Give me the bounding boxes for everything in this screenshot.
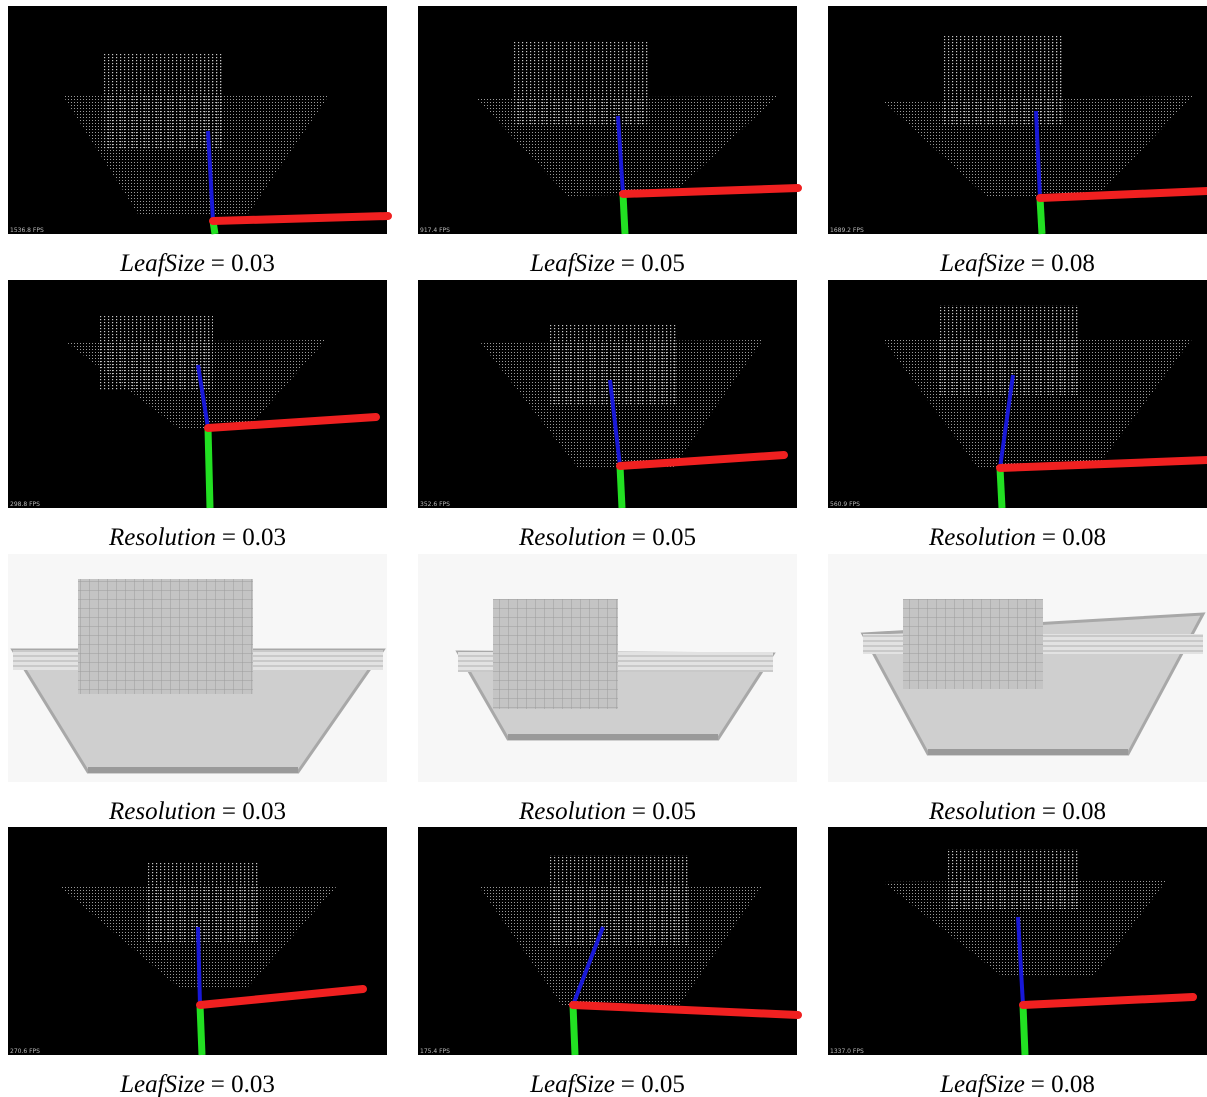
caption: LeafSize= 0.03 bbox=[119, 250, 275, 277]
figure-panel: 917.4 FPS LeafSize= 0.05 bbox=[418, 6, 798, 277]
caption-value: = 0.03 bbox=[222, 524, 286, 551]
caption: Resolution= 0.08 bbox=[928, 798, 1106, 825]
figure-panel: Resolution= 0.05 bbox=[418, 554, 797, 825]
fps-label: 175.4 FPS bbox=[420, 1048, 450, 1055]
figure-panel: 175.4 FPS LeafSize= 0.05 bbox=[418, 827, 798, 1097]
caption-value: = 0.08 bbox=[1031, 250, 1095, 277]
figure-panel: Resolution= 0.03 bbox=[8, 554, 387, 825]
voxel-object bbox=[493, 599, 618, 709]
caption: Resolution= 0.05 bbox=[518, 524, 696, 551]
voxel-floor-edge bbox=[88, 767, 298, 773]
point-cloud-object-side bbox=[1052, 854, 1078, 904]
caption-variable: LeafSize bbox=[939, 1071, 1025, 1097]
page: 1536.8 FPSLeafSize= 0.03917.4 FPSLeafSiz… bbox=[0, 0, 1207, 1097]
fps-label: 1536.8 FPS bbox=[10, 227, 44, 234]
caption-variable: Resolution bbox=[108, 798, 216, 825]
figure-panel: 298.8 FPS Resolution= 0.03 bbox=[8, 280, 387, 551]
fps-label: 1689.2 FPS bbox=[830, 227, 864, 234]
caption: LeafSize= 0.05 bbox=[529, 250, 685, 277]
caption-value: = 0.05 bbox=[632, 798, 696, 825]
figure-panel: 352.6 FPS Resolution= 0.05 bbox=[418, 280, 797, 551]
caption-variable: LeafSize bbox=[529, 250, 615, 277]
point-cloud-object-side bbox=[1039, 41, 1063, 121]
fps-label: 917.4 FPS bbox=[420, 227, 450, 234]
caption-value: = 0.03 bbox=[222, 798, 286, 825]
fps-label: 1337.0 FPS bbox=[830, 1048, 864, 1055]
voxel-object bbox=[903, 599, 1043, 689]
voxel-floor-edge bbox=[928, 749, 1128, 755]
axis-y bbox=[623, 194, 625, 234]
figure: 1536.8 FPSLeafSize= 0.03917.4 FPSLeafSiz… bbox=[0, 0, 1207, 1097]
caption: LeafSize= 0.05 bbox=[529, 1071, 685, 1097]
caption-variable: LeafSize bbox=[119, 1071, 205, 1097]
caption-value: = 0.05 bbox=[621, 1071, 685, 1097]
caption-value: = 0.05 bbox=[621, 250, 685, 277]
caption-value: = 0.03 bbox=[211, 250, 275, 277]
caption: Resolution= 0.05 bbox=[518, 798, 696, 825]
point-cloud-object-side bbox=[660, 860, 688, 940]
caption: LeafSize= 0.08 bbox=[939, 250, 1095, 277]
axis-z bbox=[198, 927, 200, 1005]
fps-label: 560.9 FPS bbox=[830, 501, 860, 508]
axis-y bbox=[620, 466, 622, 508]
caption-value: = 0.08 bbox=[1042, 524, 1106, 551]
caption-value: = 0.08 bbox=[1042, 798, 1106, 825]
axis-y bbox=[208, 428, 210, 508]
caption-variable: Resolution bbox=[518, 798, 626, 825]
fps-label: 298.8 FPS bbox=[10, 501, 40, 508]
axis-y bbox=[1023, 1005, 1025, 1055]
voxel-floor-edge bbox=[508, 734, 718, 740]
caption: LeafSize= 0.08 bbox=[939, 1071, 1095, 1097]
caption: LeafSize= 0.03 bbox=[119, 1071, 275, 1097]
caption-value: = 0.08 bbox=[1031, 1071, 1095, 1097]
caption-variable: LeafSize bbox=[939, 250, 1025, 277]
caption: Resolution= 0.08 bbox=[928, 524, 1106, 551]
axis-y bbox=[1000, 468, 1002, 508]
point-cloud-object-side bbox=[199, 59, 223, 144]
point-cloud-object-side bbox=[236, 867, 258, 937]
figure-panel: 1689.2 FPS LeafSize= 0.08 bbox=[828, 6, 1207, 277]
figure-panel: 560.9 FPS Resolution= 0.08 bbox=[828, 280, 1207, 551]
caption-variable: Resolution bbox=[518, 524, 626, 551]
fps-label: 352.6 FPS bbox=[420, 501, 450, 508]
caption-variable: Resolution bbox=[928, 524, 1036, 551]
voxel-object bbox=[78, 579, 253, 694]
caption-value: = 0.05 bbox=[632, 524, 696, 551]
point-cloud-object-side bbox=[621, 46, 648, 121]
figure-panel: Resolution= 0.08 bbox=[828, 554, 1207, 825]
caption: Resolution= 0.03 bbox=[108, 798, 286, 825]
axis-x bbox=[213, 216, 388, 221]
caption-value: = 0.03 bbox=[211, 1071, 275, 1097]
figure-panel: 1337.0 FPS LeafSize= 0.08 bbox=[828, 827, 1207, 1097]
point-cloud-object-side bbox=[652, 330, 678, 400]
figure-panel: 1536.8 FPS LeafSize= 0.03 bbox=[8, 6, 388, 277]
caption: Resolution= 0.03 bbox=[108, 524, 286, 551]
caption-variable: LeafSize bbox=[119, 250, 205, 277]
fps-label: 270.6 FPS bbox=[10, 1048, 40, 1055]
figure-panel: 270.6 FPS LeafSize= 0.03 bbox=[8, 827, 387, 1097]
point-cloud-object-side bbox=[1050, 310, 1078, 390]
axis-y bbox=[1040, 198, 1042, 234]
caption-variable: LeafSize bbox=[529, 1071, 615, 1097]
caption-variable: Resolution bbox=[108, 524, 216, 551]
caption-variable: Resolution bbox=[928, 798, 1036, 825]
axis-y bbox=[573, 1005, 575, 1055]
axis-y bbox=[200, 1005, 202, 1055]
